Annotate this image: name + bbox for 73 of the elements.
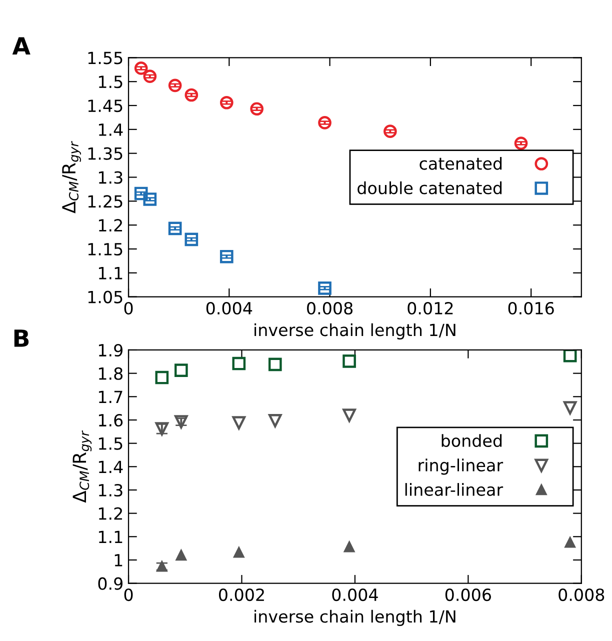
y-tick-label: 1.8 [98,367,123,380]
legend-label: linear-linear [405,483,504,496]
point [234,547,244,558]
x-axis-title: inverse chain length 1/N [254,610,456,626]
y-tick-label: 1.1 [98,267,122,280]
y-tick-label: 1.55 [88,52,122,64]
y-tick-label: 1.15 [88,243,122,256]
point [342,354,356,368]
y-tick-label: 1.45 [88,100,122,112]
legend-label: double catenated [358,181,502,194]
point [184,232,198,246]
point [342,408,356,422]
legend-label: ring-linear [418,458,504,475]
point [318,116,332,130]
point [268,414,282,428]
y-axis-title: Δ$_{CM}$/R$_{gyr}$ [62,140,81,214]
y-tick-label: 1.3 [98,484,122,497]
y-tick-label: 1.2 [98,507,122,520]
point [268,358,282,372]
point [220,250,234,264]
point [232,356,246,370]
y-tick-label: 0.9 [98,577,122,590]
y-axis-title: Δ$_{CM}$/R$_{gyr}$ [72,430,92,503]
y-tick-label: 1.5 [98,437,122,450]
y-tick-label: 1.7 [98,390,122,403]
x-tick-label: 0.006 [445,588,491,602]
x-tick-label: 0.012 [408,302,453,315]
x-tick-label: 0.004 [332,588,378,602]
point [134,186,148,200]
y-tick-label: 1.2 [98,219,122,232]
x-axis-title: inverse chain length 1/N [254,323,456,340]
point [250,102,264,116]
point [514,136,528,150]
point [174,364,188,377]
y-tick-label: 1.1 [98,530,122,543]
y-tick-label: 1.25 [88,195,122,208]
point [384,124,397,138]
point [563,350,577,362]
point [344,542,355,552]
y-tick-label: 1.4 [98,124,123,136]
point [184,88,198,102]
x-tick-label: 0.008 [558,588,604,602]
point [168,222,182,236]
x-tick-label: 0.004 [206,302,252,315]
y-tick-label: 1.3 [98,171,122,184]
x-tick-label: 0.016 [508,302,554,315]
point [134,62,148,75]
point [176,550,186,561]
point [564,537,576,548]
point [155,370,169,384]
point [563,401,577,415]
legend-label: catenated [420,156,502,170]
y-tick-label: 1.5 [98,76,122,88]
point [232,416,246,430]
point [143,192,157,206]
chart-title: B [14,330,29,347]
x-tick-label: 0.008 [307,302,353,315]
point [174,415,188,429]
y-tick-label: 1.4 [98,460,123,473]
x-tick-label: 0 [124,302,133,315]
x-tick-label: 0 [124,588,133,602]
y-tick-label: 1.35 [88,147,122,160]
point [220,96,234,110]
y-tick-label: 1 [114,554,122,566]
chart-title: A [12,37,30,54]
y-tick-label: 1.9 [98,344,122,357]
point [168,78,182,92]
point [318,282,332,295]
point [143,70,157,84]
legend-label: bonded [442,434,502,448]
y-tick-label: 1.6 [98,414,123,427]
y-tick-label: 1.05 [88,290,122,304]
x-tick-label: 0.002 [218,588,264,602]
